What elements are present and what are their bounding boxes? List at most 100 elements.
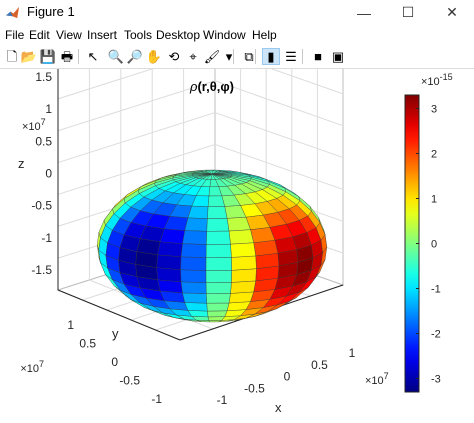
window-title: Figure 1 — [27, 4, 75, 19]
z-grid-line — [57, 143, 216, 195]
surface-patch — [205, 244, 232, 258]
open-file-icon[interactable]: 📂 — [20, 49, 38, 64]
brush-icon[interactable]: 🖌 — [203, 49, 221, 64]
surface-patch — [230, 242, 256, 258]
x-axis-label: x — [275, 400, 282, 415]
z-grid-line — [57, 69, 154, 100]
y-tick-label: 1 — [67, 318, 74, 332]
surface-patch — [156, 254, 182, 270]
surface-patch — [156, 267, 182, 282]
y-tick-label: 0.5 — [79, 337, 96, 351]
maximize-button[interactable]: ☐ — [401, 4, 415, 20]
surface-patch — [230, 280, 256, 294]
y-tick-label: -1 — [151, 392, 162, 406]
surface-patch — [182, 230, 207, 245]
brush-dropdown-icon[interactable]: ▾ — [225, 49, 233, 64]
y-tick-label: 0 — [111, 355, 118, 369]
toolbar-separator — [78, 49, 79, 64]
z-grid-line — [270, 69, 344, 95]
menu-insert[interactable]: Insert — [87, 28, 118, 42]
surface-patch — [228, 291, 254, 304]
menu-window[interactable]: Window — [203, 28, 246, 42]
x-tick-label: 1 — [349, 346, 356, 360]
plot-area[interactable]: 1.510.50-0.5-1-1.5z×10710.50-0.5-1y×107-… — [0, 69, 474, 423]
surface-patch — [206, 302, 230, 312]
surface-patch — [159, 228, 186, 244]
x-tick-label: -1 — [217, 393, 228, 407]
x-tick-label: -0.5 — [244, 381, 265, 395]
surface-patch — [180, 269, 207, 283]
menu-bar: File Edit View Insert Tools Desktop Wind… — [0, 25, 474, 45]
colorbar-tick-label: 1 — [431, 194, 437, 206]
link-plot-icon[interactable]: ⧉ — [244, 49, 254, 64]
save-icon[interactable]: 💾 — [39, 49, 57, 64]
minimize-button[interactable]: — — [357, 4, 371, 21]
z-tick-label: 0 — [45, 167, 52, 181]
toolbar-separator — [302, 49, 303, 64]
colorbar-tick-label: 0 — [431, 239, 437, 251]
surface-patch — [253, 240, 279, 257]
toolbar-separator — [233, 49, 234, 64]
insert-colorbar-icon[interactable]: ▮ — [262, 48, 280, 65]
colorbar-tick-label: -2 — [431, 329, 441, 341]
surface-patch — [228, 229, 254, 245]
surface-patch — [205, 257, 232, 271]
colorbar-exponent-label: ×10-15 — [421, 72, 453, 88]
rotate-3d-icon[interactable]: ⟲ — [168, 49, 180, 64]
show-plot-tools-icon[interactable]: ▣ — [331, 49, 345, 64]
surface-patch — [206, 218, 230, 232]
menu-file[interactable]: File — [5, 28, 25, 42]
z-axis-label: z — [18, 156, 25, 171]
menu-edit[interactable]: Edit — [29, 28, 50, 42]
y-exponent-label: ×107 — [20, 359, 44, 375]
zoom-out-icon[interactable]: 🔎 — [126, 49, 144, 64]
surface-patch — [231, 268, 257, 283]
hide-plot-tools-icon[interactable]: ■ — [314, 49, 322, 64]
surface-patch — [205, 270, 232, 283]
surface-patch — [182, 292, 207, 304]
surface-patch — [157, 241, 183, 257]
menu-help[interactable]: Help — [252, 28, 277, 42]
print-icon[interactable]: 🖶 — [60, 49, 74, 64]
surface-patch — [206, 293, 231, 304]
matlab-logo-icon — [5, 6, 20, 19]
surface-patch — [207, 310, 228, 318]
z-grid-line — [57, 80, 216, 132]
data-cursor-icon[interactable]: ⌖ — [189, 49, 197, 64]
toolbar-separator — [255, 49, 256, 64]
x-tick-label: 0.5 — [311, 358, 328, 372]
z-tick-label: -0.5 — [31, 199, 52, 213]
surface-patch — [207, 206, 228, 219]
insert-legend-icon[interactable]: ☰ — [285, 49, 297, 64]
zoom-in-icon[interactable]: 🔍 — [107, 49, 125, 64]
figure-toolbar: 🗋 📂 💾 🖶 ↖ 🔍 🔎 ✋ ⟲ ⌖ 🖌 ▾ ⧉ ▮ ☰ ■ ▣ — [0, 45, 474, 69]
z-grid-line — [214, 112, 344, 159]
menu-view[interactable]: View — [56, 28, 82, 42]
close-button[interactable]: ✕ — [446, 4, 458, 20]
y-tick-label: -0.5 — [119, 374, 140, 388]
x-tick-label: 0 — [284, 370, 291, 384]
z-grid-line — [214, 80, 344, 127]
y-axis-line — [57, 289, 181, 341]
y-axis-label: y — [112, 326, 119, 341]
surface-patch — [206, 230, 231, 245]
z-tick-label: 1.5 — [35, 70, 52, 84]
surface-patch — [231, 255, 257, 271]
menu-desktop[interactable]: Desktop — [156, 28, 201, 42]
colorbar-tick-label: -1 — [431, 284, 441, 296]
new-figure-icon[interactable]: 🗋 — [6, 49, 18, 64]
z-tick-label: -1.5 — [31, 263, 52, 277]
z-tick-label: 1 — [45, 102, 52, 116]
colorbar-tick-label: 3 — [431, 104, 437, 116]
x-exponent-label: ×107 — [365, 371, 389, 387]
z-exponent-label: ×107 — [22, 117, 46, 133]
surface-patch — [205, 282, 232, 294]
colorbar-tick-label: -3 — [431, 374, 441, 386]
ellipsoid-surface — [97, 169, 328, 323]
edit-plot-arrow-icon[interactable]: ↖ — [87, 49, 99, 64]
surface-patch — [207, 316, 226, 321]
surface-patch — [184, 217, 208, 232]
menu-tools[interactable]: Tools — [124, 28, 153, 42]
z-grid-line — [57, 112, 216, 164]
pan-hand-icon[interactable]: ✋ — [145, 49, 163, 64]
